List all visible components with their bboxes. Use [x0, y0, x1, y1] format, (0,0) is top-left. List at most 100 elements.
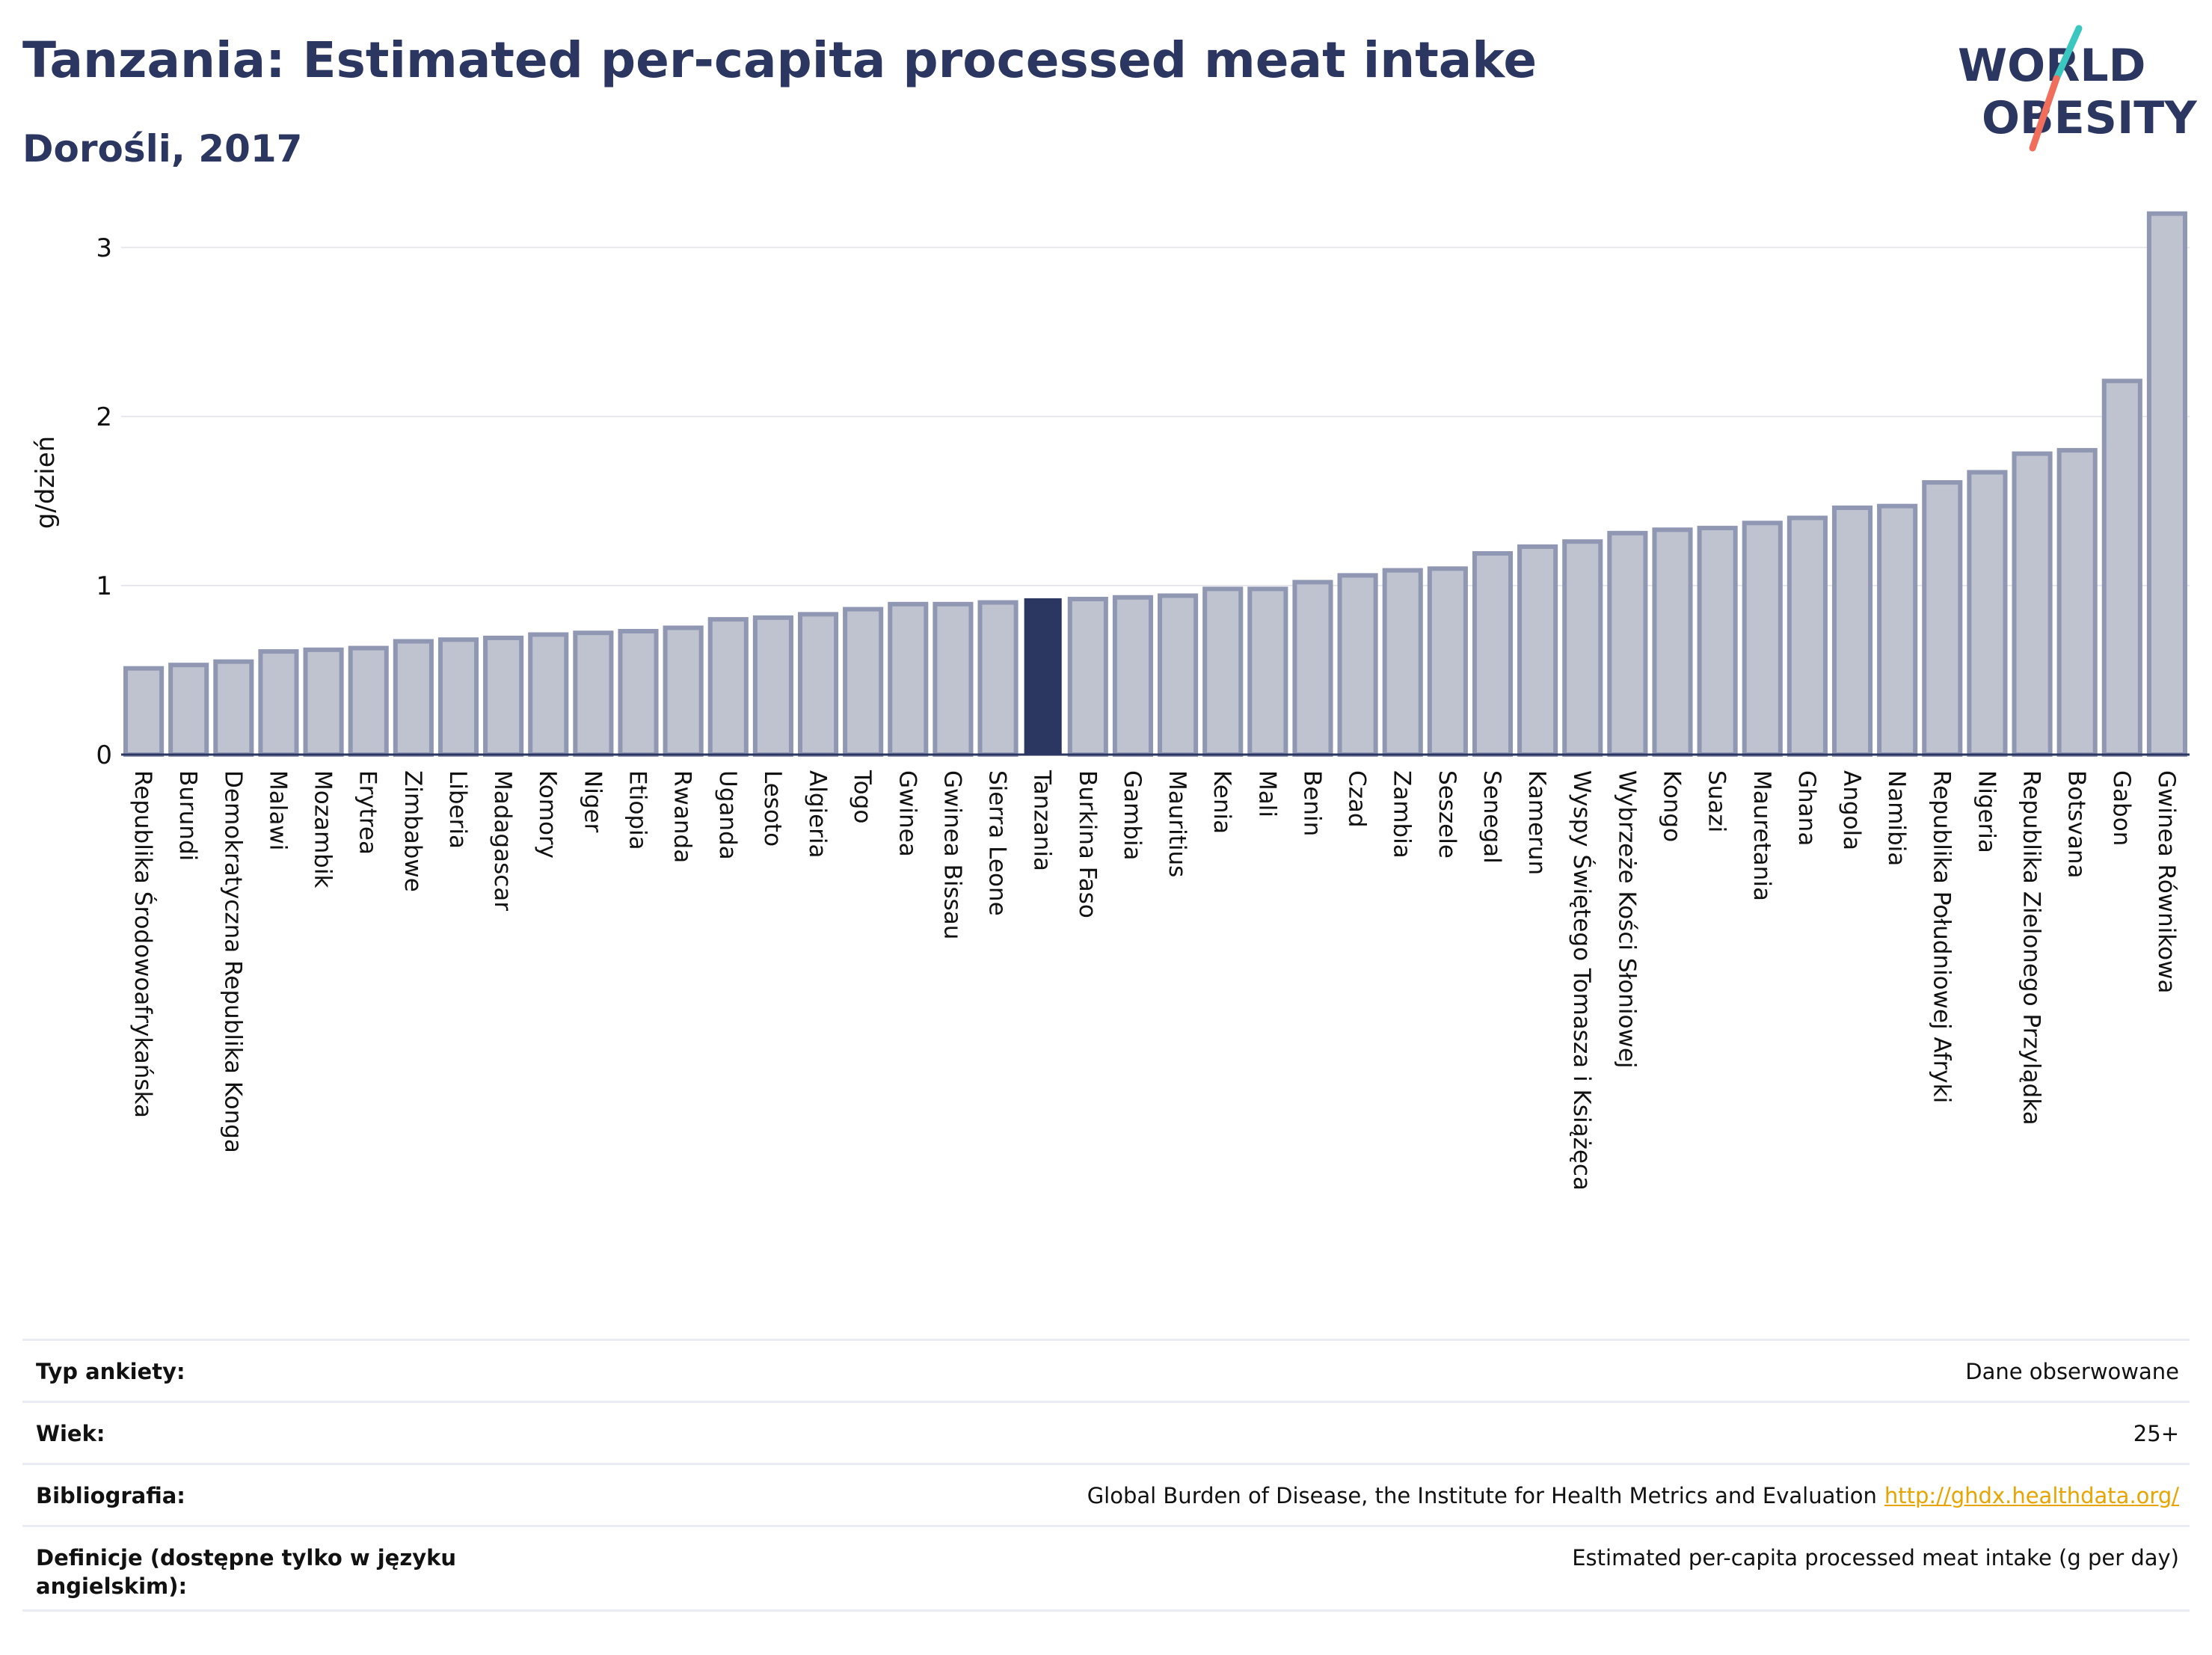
- x-tick-label: Gwinea: [894, 770, 921, 857]
- x-tick-label: Malawi: [264, 770, 291, 850]
- bars: [123, 211, 2187, 758]
- x-tick-label: Kamerun: [1523, 770, 1550, 875]
- x-tick-label: Republika Południowej Afryki: [1928, 770, 1955, 1103]
- bar: [1831, 505, 1873, 758]
- y-tick-label: 0: [96, 740, 112, 770]
- meta-row: Bibliografia: Global Burden of Disease, t…: [22, 1465, 2190, 1527]
- meta-row: Wiek: 25+: [22, 1403, 2190, 1465]
- meta-value-text: Estimated per-capita processed meat inta…: [1572, 1545, 2179, 1570]
- x-tick-label: Kenia: [1208, 770, 1235, 834]
- bar: [888, 601, 929, 757]
- bar: [1292, 580, 1333, 757]
- y-axis-ticks: 0 1 2 3: [96, 233, 112, 770]
- bar: [1067, 597, 1108, 757]
- bar: [1787, 515, 1828, 757]
- meta-value-text: Dane obserwowane: [1965, 1359, 2179, 1384]
- x-tick-label: Republika Zielonego Przylądka: [2018, 770, 2045, 1126]
- bar: [2101, 378, 2142, 757]
- world-obesity-logo: WORLD OBESITY: [1958, 25, 2198, 152]
- x-tick-label: Wybrzeże Kości Słoniowej: [1613, 770, 1640, 1069]
- bar: [393, 639, 434, 757]
- y-tick-label: 1: [96, 571, 112, 601]
- meta-row: Definicje (dostępne tylko w języku angie…: [22, 1527, 2190, 1612]
- x-tick-label: Zambia: [1389, 770, 1416, 859]
- x-tick-label: Seszele: [1434, 770, 1460, 859]
- x-tick-label: Mauretania: [1748, 770, 1775, 901]
- x-tick-label: Erytrea: [354, 770, 381, 855]
- x-tick-label: Sierra Leone: [984, 770, 1011, 916]
- x-tick-label: Algieria: [804, 770, 831, 859]
- x-axis-labels: Republika Środowoafrykańska Burundi Demokr…: [129, 770, 2180, 1191]
- meta-label: Bibliografia:: [36, 1483, 185, 1508]
- bar: [2056, 448, 2098, 757]
- x-tick-label: Uganda: [714, 770, 741, 860]
- x-tick-label: Lesoto: [759, 770, 786, 847]
- x-tick-label: Togo: [849, 770, 876, 823]
- bar: [1158, 593, 1199, 758]
- bar: [123, 666, 165, 758]
- x-tick-label: Benin: [1298, 770, 1325, 836]
- x-tick-label: Demokratyczna Republika Konga: [219, 770, 246, 1153]
- source-link[interactable]: http://ghdx.healthdata.org/: [1884, 1483, 2179, 1508]
- x-tick-label: Senegal: [1478, 770, 1505, 864]
- bar: [303, 647, 344, 757]
- bar: [1922, 480, 1963, 757]
- metadata-table: Typ ankiety: Dane obserwowane Wiek: 25+ Bibl…: [22, 1339, 2190, 1612]
- bar: [1024, 598, 1062, 755]
- bar: [1112, 595, 1153, 757]
- bar: [1652, 527, 1693, 758]
- x-tick-label: Tanzania: [1029, 770, 1056, 871]
- bar: [663, 625, 704, 757]
- meta-label: Wiek:: [36, 1421, 105, 1446]
- bar: [1517, 544, 1558, 757]
- bar: [1337, 573, 1378, 757]
- x-tick-label: Etiopia: [624, 770, 651, 850]
- bar: [573, 630, 614, 758]
- x-tick-label: Liberia: [444, 770, 471, 849]
- meta-label: Typ ankiety:: [36, 1359, 185, 1384]
- x-tick-label: Gambia: [1119, 770, 1146, 861]
- bar: [1562, 539, 1603, 757]
- meta-value-text: 25+: [2133, 1421, 2179, 1446]
- y-tick-label: 2: [96, 402, 112, 432]
- x-tick-label: Rwanda: [669, 770, 696, 863]
- y-tick-label: 3: [96, 233, 112, 263]
- meta-value: Global Burden of Disease, the Institute …: [1087, 1481, 2190, 1510]
- bar: [1202, 586, 1244, 758]
- meta-value-text: Global Burden of Disease, the Institute …: [1087, 1483, 1877, 1508]
- x-tick-label: Republika Środowoafrykańska: [129, 770, 157, 1118]
- x-tick-label: Mozambik: [310, 770, 337, 888]
- bar: [2012, 451, 2053, 757]
- bar: [618, 628, 659, 758]
- x-tick-label: Suazi: [1703, 770, 1730, 832]
- bar: [797, 612, 839, 757]
- x-tick-label: Burundi: [174, 770, 201, 861]
- chart-subtitle: Dorośli, 2017: [22, 127, 303, 171]
- x-tick-label: Wyspy Świętego Tomasza i Książęca: [1568, 770, 1596, 1191]
- x-tick-label: Botsvana: [2063, 770, 2090, 879]
- x-tick-label: Namibia: [1883, 770, 1910, 866]
- x-tick-label: Zimbabwe: [399, 770, 426, 892]
- x-tick-label: Niger: [579, 770, 606, 833]
- bar: [2146, 211, 2187, 757]
- x-tick-label: Angola: [1838, 770, 1865, 850]
- bar: [752, 615, 793, 758]
- bar: [1472, 550, 1514, 757]
- x-tick-label: Mali: [1253, 770, 1280, 817]
- meta-row: Typ ankiety: Dane obserwowane: [22, 1341, 2190, 1403]
- bar: [1382, 568, 1423, 757]
- logo-slash-coral: [2029, 75, 2060, 152]
- meta-value: Estimated per-capita processed meat inta…: [1572, 1544, 2190, 1572]
- logo-slash-teal: [2053, 25, 2083, 82]
- chart-title: Tanzania: Estimated per-capita processed…: [22, 31, 1537, 89]
- x-tick-label: Komory: [534, 770, 561, 859]
- x-tick-label: Ghana: [1793, 770, 1820, 846]
- x-tick-label: Mauritius: [1164, 770, 1191, 877]
- bar: [483, 636, 524, 757]
- meta-value: Dane obserwowane: [1965, 1357, 2190, 1386]
- x-tick-label: Gwinea Równikowa: [2153, 770, 2180, 993]
- bar: [977, 600, 1019, 758]
- bar: [933, 601, 974, 757]
- bar: [437, 637, 479, 758]
- bar: [1697, 526, 1738, 757]
